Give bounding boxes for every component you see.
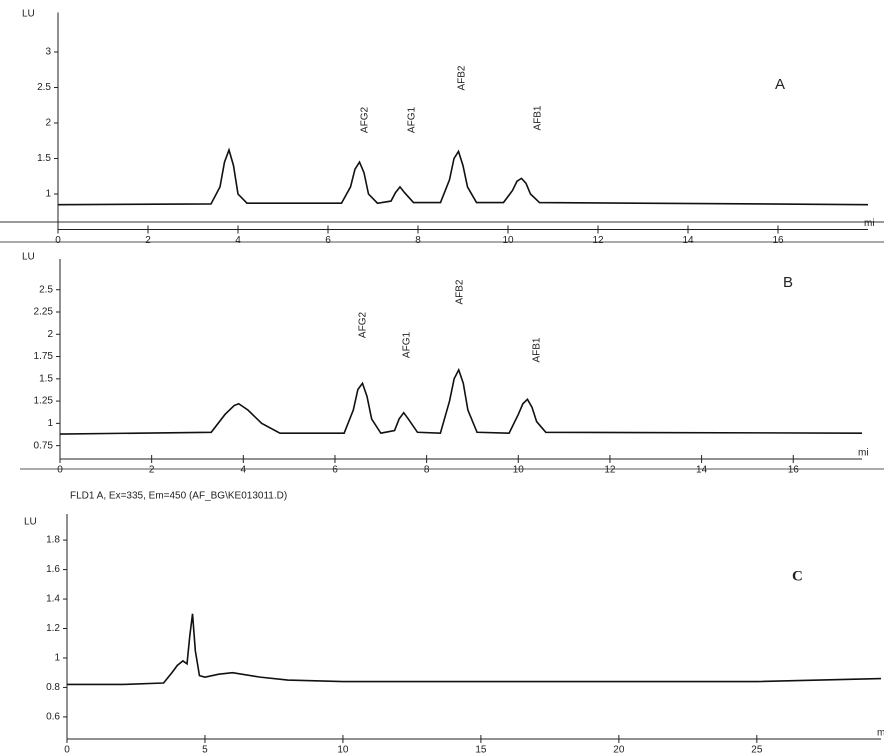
y-axis-label: LU <box>22 252 35 263</box>
x-tick-label: 15 <box>475 745 487 756</box>
x-tick-label: 25 <box>751 745 763 756</box>
x-axis-label: mi <box>858 448 869 459</box>
panel-label: C <box>792 568 803 584</box>
y-tick-label: 2 <box>45 118 51 129</box>
x-tick-label: 6 <box>332 465 338 476</box>
y-tick-label: 1.5 <box>37 153 51 164</box>
y-tick-label: 0.6 <box>46 712 60 723</box>
x-tick-label: 8 <box>415 235 421 246</box>
x-tick-label: 12 <box>592 235 604 246</box>
x-tick-label: 14 <box>696 465 708 476</box>
x-tick-label: 10 <box>513 465 525 476</box>
x-axis-label: mi <box>864 218 875 229</box>
trace <box>58 150 868 205</box>
y-tick-label: 1.6 <box>46 564 60 575</box>
x-tick-label: 12 <box>604 465 616 476</box>
y-tick-label: 1.5 <box>39 373 53 384</box>
y-tick-label: 1.75 <box>34 351 54 362</box>
x-tick-label: 2 <box>149 465 155 476</box>
peak-label: AFB1 <box>533 105 544 130</box>
x-tick-label: 0 <box>55 235 61 246</box>
panel-label: B <box>783 274 793 291</box>
y-tick-label: 1.4 <box>46 594 60 605</box>
y-tick-label: 0.75 <box>34 440 54 451</box>
y-tick-label: 1 <box>54 653 60 664</box>
y-tick-label: 0.8 <box>46 682 60 693</box>
trace <box>60 370 862 434</box>
y-tick-label: 3 <box>45 47 51 58</box>
x-tick-label: 4 <box>235 235 241 246</box>
y-tick-label: 2 <box>47 329 53 340</box>
y-tick-label: 2.5 <box>39 284 53 295</box>
panel-label: A <box>775 76 785 93</box>
peak-label: AFB2 <box>457 65 468 90</box>
y-axis-label: LU <box>24 517 37 528</box>
x-tick-label: 5 <box>202 745 208 756</box>
x-tick-label: 10 <box>502 235 514 246</box>
chromatograms: 024681012141611.522.53LUmiAAFG2AFG1AFB2A… <box>0 0 884 756</box>
x-tick-label: 20 <box>613 745 625 756</box>
trace <box>67 614 881 685</box>
peak-label: AFG2 <box>358 312 369 339</box>
x-tick-label: 6 <box>325 235 331 246</box>
y-axis-label: LU <box>22 9 35 20</box>
x-tick-label: 16 <box>772 235 784 246</box>
peak-label: AFB1 <box>532 337 543 362</box>
y-tick-label: 1.2 <box>46 623 60 634</box>
peak-label: AFB2 <box>455 279 466 304</box>
x-tick-label: 8 <box>424 465 430 476</box>
x-axis-label: m <box>877 728 884 739</box>
x-tick-label: 14 <box>682 235 694 246</box>
y-tick-label: 2.5 <box>37 82 51 93</box>
x-tick-label: 16 <box>788 465 800 476</box>
peak-label: AFG1 <box>407 107 418 134</box>
y-tick-label: 1 <box>45 189 51 200</box>
panel-title: FLD1 A, Ex=335, Em=450 (AF_BG\KE013011.D… <box>70 491 287 502</box>
x-tick-label: 0 <box>64 745 70 756</box>
x-tick-label: 2 <box>145 235 151 246</box>
x-tick-label: 4 <box>241 465 247 476</box>
y-tick-label: 1.25 <box>34 396 54 407</box>
x-tick-label: 0 <box>57 465 63 476</box>
y-tick-label: 1 <box>47 418 53 429</box>
peak-label: AFG2 <box>360 107 371 134</box>
peak-label: AFG1 <box>402 332 413 359</box>
x-tick-label: 10 <box>337 745 349 756</box>
y-tick-label: 2.25 <box>34 307 54 318</box>
y-tick-label: 1.8 <box>46 535 60 546</box>
